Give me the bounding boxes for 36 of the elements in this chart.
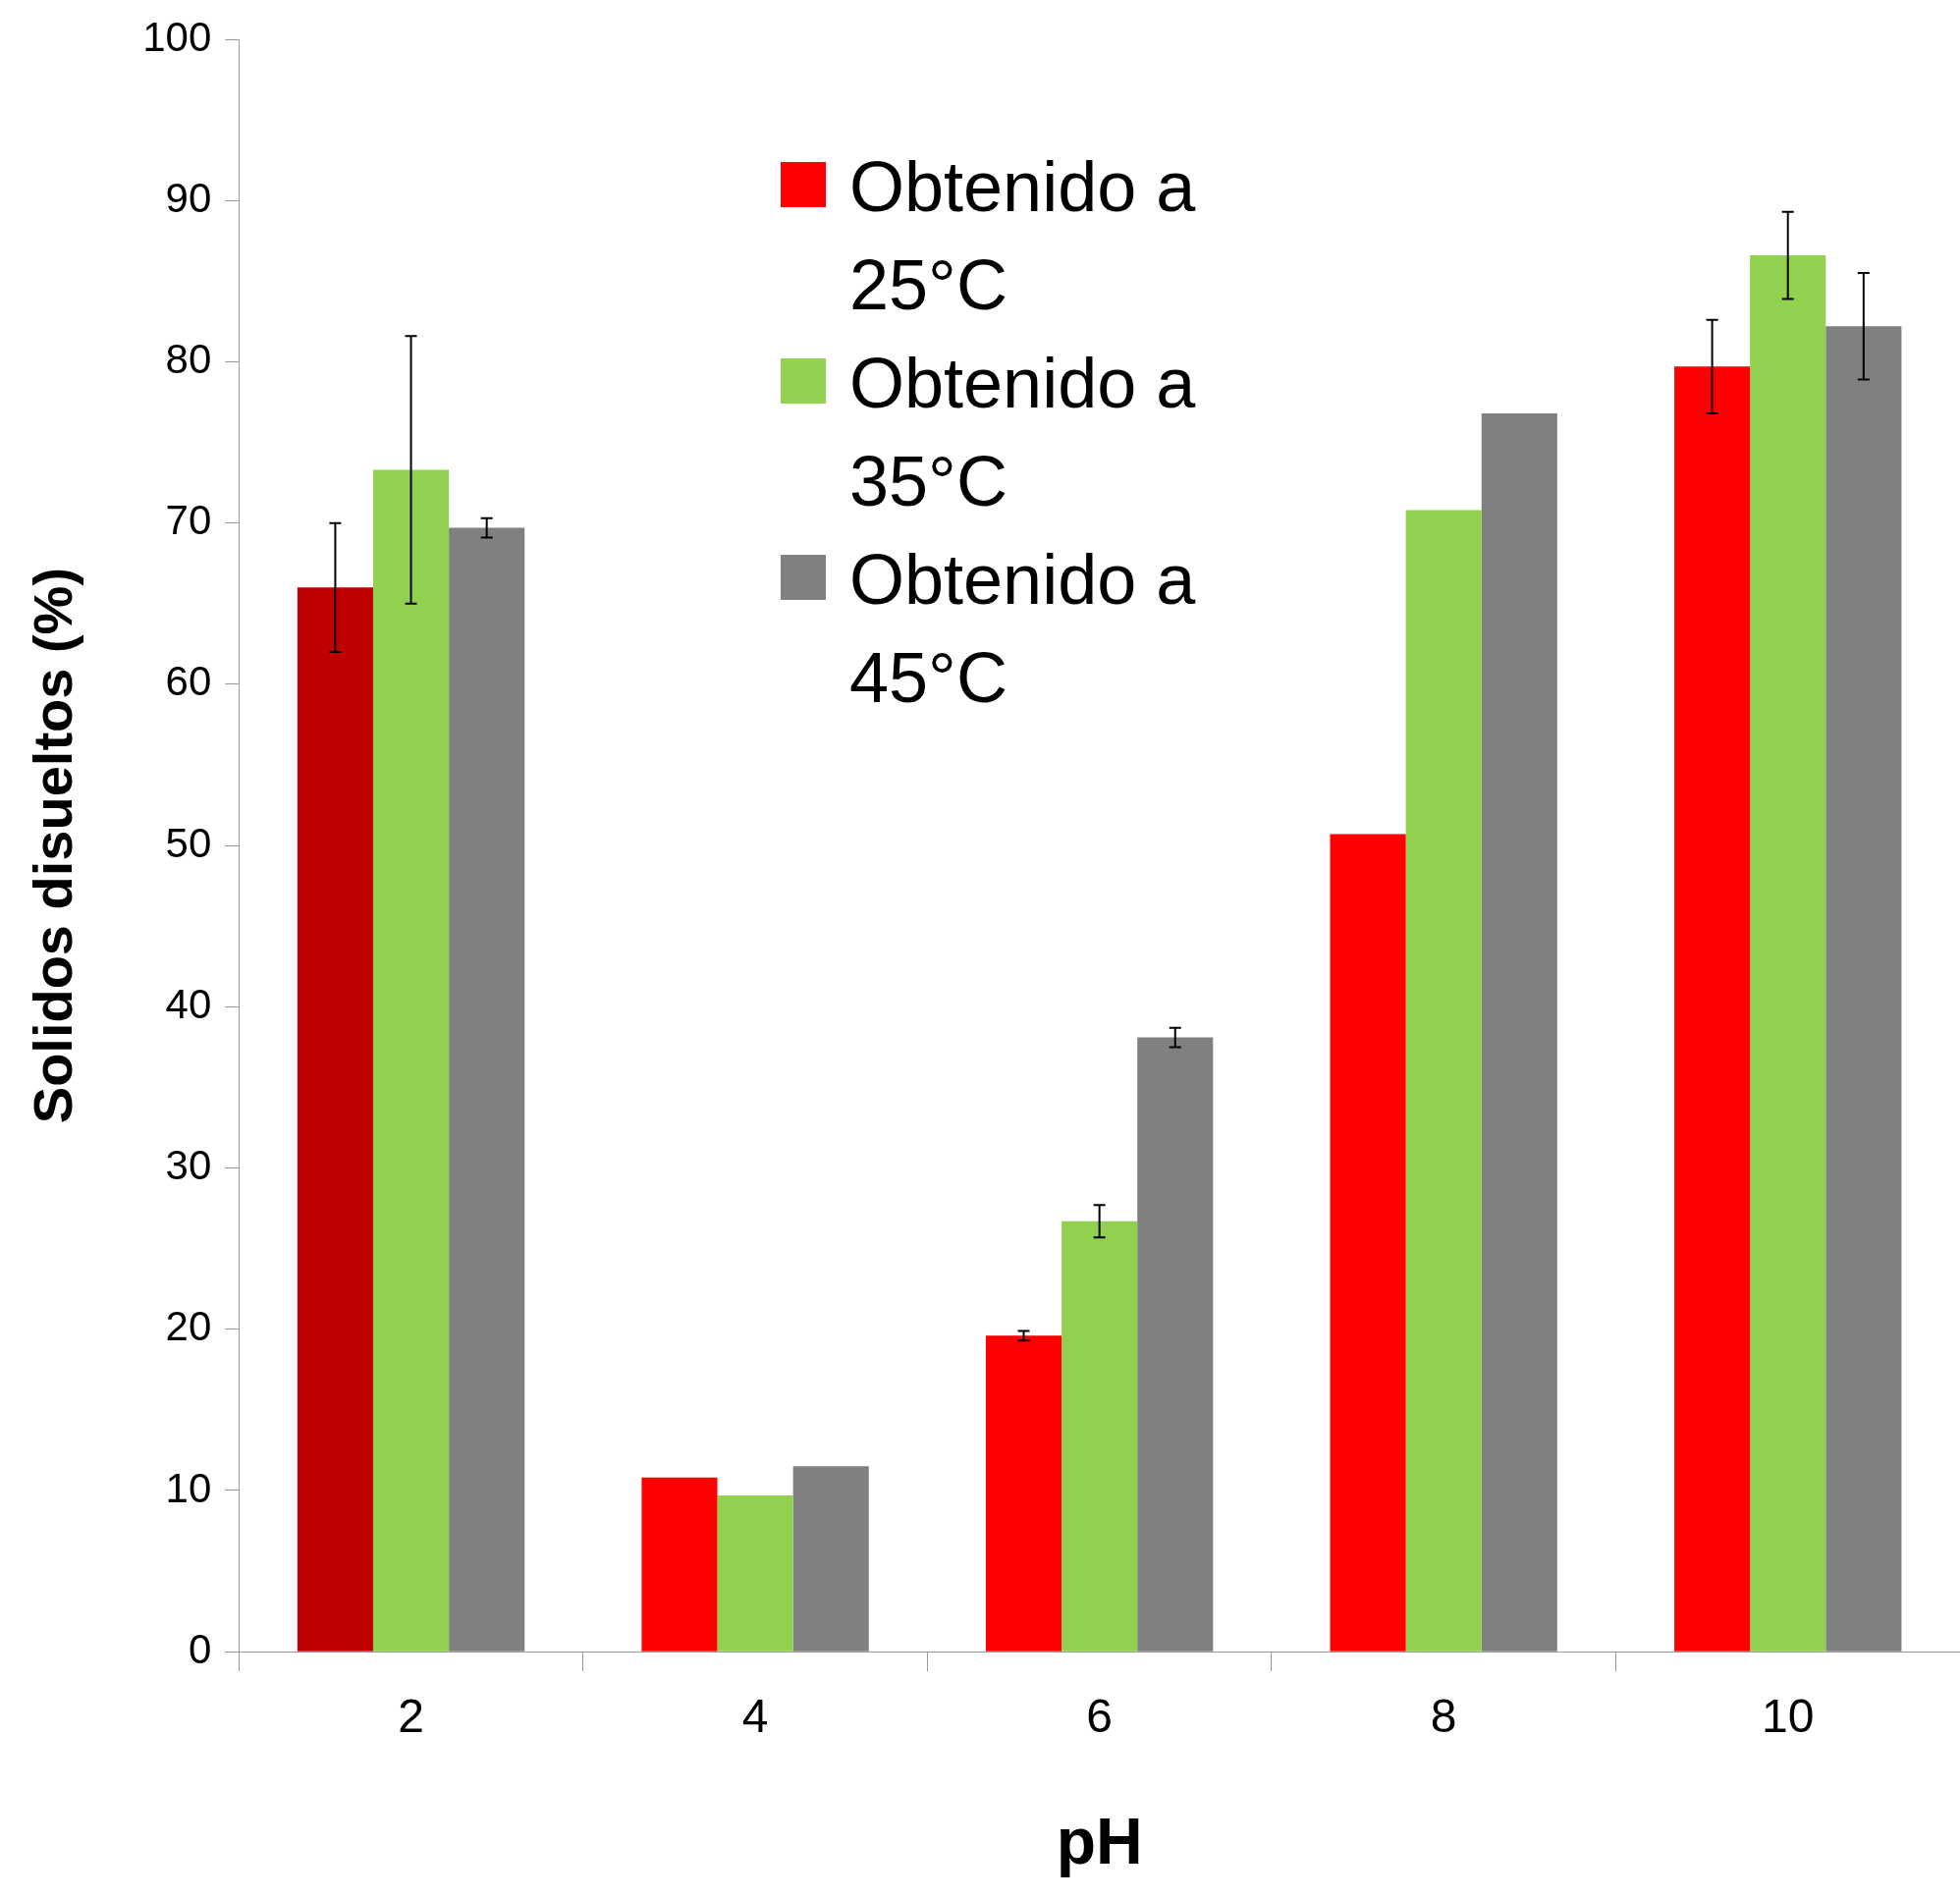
bar [641,1477,718,1652]
bar [792,1466,869,1652]
y-tick-label: 60 [165,658,212,705]
y-tick-label: 90 [165,174,212,221]
bar [1137,1037,1214,1652]
bar [1825,326,1902,1652]
bar [372,469,450,1652]
bar [1330,834,1406,1652]
y-tick-label: 40 [165,980,212,1027]
bar [985,1335,1062,1652]
x-axis-title: pH [1056,1804,1143,1877]
y-tick-label: 50 [165,819,212,866]
y-tick-label: 10 [165,1464,212,1511]
x-tick-label: 10 [1762,1690,1815,1743]
x-tick-label: 6 [1086,1690,1113,1743]
x-tick-label: 8 [1430,1690,1457,1743]
legend-label: Obtenido a 35°C [849,343,1197,522]
bar [717,1494,793,1652]
y-tick-label: 20 [165,1303,212,1350]
legend-label: Obtenido a 45°C [849,539,1197,719]
bar [449,527,525,1652]
y-axis-title: Solidos disueltos (%) [22,567,84,1124]
bar [1481,412,1557,1652]
bar [1405,510,1482,1652]
bar [1674,366,1751,1652]
y-tick-label: 100 [142,13,212,60]
y-tick-label: 70 [165,497,212,544]
y-tick-label: 80 [165,336,212,383]
y-tick-label: 30 [165,1142,212,1189]
x-tick-label: 2 [398,1690,424,1743]
bar [297,587,373,1652]
bar [1062,1220,1138,1652]
x-tick-label: 4 [741,1690,769,1743]
y-tick-label: 0 [188,1625,212,1672]
legend-label: Obtenido a 25°C [849,146,1197,326]
bar [1750,255,1826,1652]
